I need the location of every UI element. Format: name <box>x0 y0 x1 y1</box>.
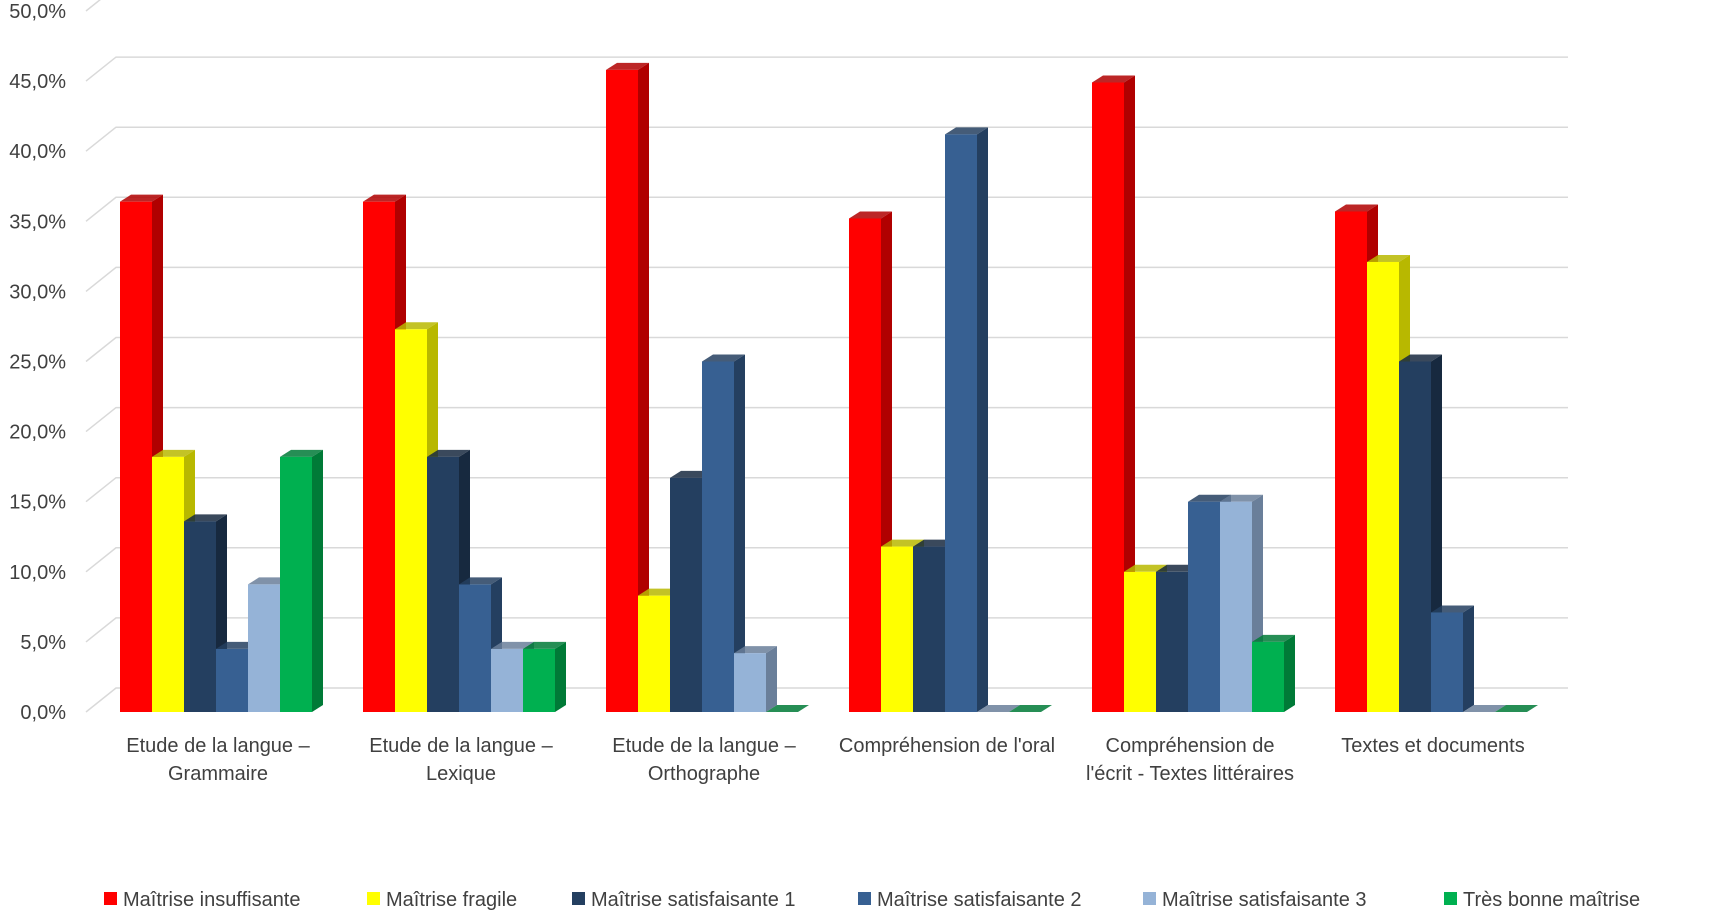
y-tick-label: 50,0% <box>9 1 66 23</box>
legend-item: Maîtrise satisfaisante 2 <box>858 889 1082 911</box>
bar <box>1463 705 1506 712</box>
legend-item: Maîtrise satisfaisante 3 <box>1143 889 1367 911</box>
bar <box>280 449 323 712</box>
bar <box>1252 634 1295 712</box>
x-tick-label: Etude de la langue – Orthographe <box>612 735 796 785</box>
y-tick-label: 10,0% <box>9 562 66 584</box>
legend-swatch <box>1444 892 1457 905</box>
legend-swatch <box>1143 892 1156 905</box>
grid-lines <box>85 0 1568 713</box>
y-tick-label: 35,0% <box>9 211 66 233</box>
bar <box>702 354 745 712</box>
gridline <box>85 0 101 12</box>
bar <box>734 646 777 712</box>
legend-swatch <box>104 892 117 905</box>
legend-label: Maîtrise fragile <box>386 889 517 911</box>
x-tick-label: Compréhension de l'écrit - Textes littéra… <box>1086 735 1294 785</box>
bar <box>1092 75 1135 712</box>
legend-item: Maîtrise insuffisante <box>104 889 301 911</box>
y-tick-label: 15,0% <box>9 492 66 514</box>
legend-item: Maîtrise satisfaisante 1 <box>572 889 796 911</box>
legend-label: Maîtrise satisfaisante 3 <box>1162 889 1367 911</box>
legend-swatch <box>858 892 871 905</box>
x-tick-label: Etude de la langue – Lexique <box>369 735 553 785</box>
legend-label: Maîtrise satisfaisante 2 <box>877 889 1082 911</box>
gridline <box>85 126 1568 152</box>
y-tick-label: 25,0% <box>9 352 66 374</box>
legend-swatch <box>367 892 380 905</box>
gridline <box>85 687 1568 713</box>
gridline <box>85 406 1568 433</box>
bar <box>945 127 988 713</box>
gridline <box>85 336 1568 363</box>
y-tick-label: 30,0% <box>9 281 66 303</box>
x-tick-label: Compréhension de l'oral <box>839 735 1055 757</box>
bar <box>766 705 809 712</box>
gridline <box>85 617 1568 643</box>
bar <box>523 641 566 712</box>
y-tick-label: 5,0% <box>20 632 66 654</box>
bar <box>606 62 649 713</box>
x-axis: Etude de la langue – Grammaire Etude de la… <box>126 735 1524 785</box>
bar <box>1009 705 1052 712</box>
gridline <box>85 476 1568 503</box>
gridline <box>85 196 1568 222</box>
y-tick-label: 0,0% <box>20 702 66 724</box>
bars <box>120 62 1538 713</box>
y-tick-label: 20,0% <box>9 422 66 444</box>
y-tick-label: 40,0% <box>9 141 66 163</box>
gridline <box>85 266 1568 292</box>
legend: Maîtrise insuffisante Maîtrise fragile Maî… <box>104 889 1640 911</box>
gridline <box>85 547 1568 573</box>
bar <box>1495 705 1538 712</box>
y-axis: 0,0% 5,0% 10,0% 15,0% 20,0% 25,0% 30,0% 35,0% 40… <box>9 1 66 724</box>
legend-item: Très bonne maîtrise <box>1444 889 1640 911</box>
legend-label: Maîtrise insuffisante <box>123 889 301 911</box>
legend-label: Très bonne maîtrise <box>1463 889 1640 911</box>
legend-swatch <box>572 892 585 905</box>
legend-label: Maîtrise satisfaisante 1 <box>591 889 796 911</box>
bar <box>1431 605 1474 712</box>
y-tick-label: 45,0% <box>9 71 66 93</box>
bar <box>977 705 1020 712</box>
x-tick-label: Etude de la langue – Grammaire <box>126 735 310 785</box>
bar <box>427 449 470 712</box>
x-tick-label: Textes et documents <box>1341 735 1524 757</box>
gridline <box>85 56 1568 82</box>
legend-item: Maîtrise fragile <box>367 889 517 911</box>
